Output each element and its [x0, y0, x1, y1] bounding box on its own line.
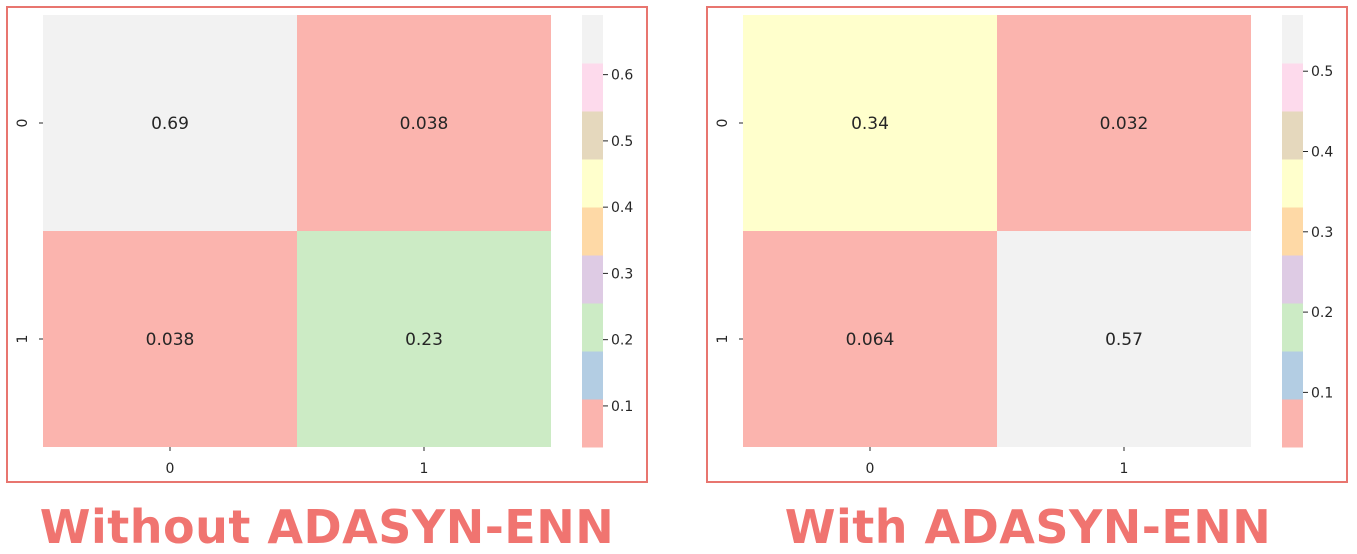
colorbar-segment-3: [1282, 255, 1303, 304]
colorbar-segment-4: [582, 207, 603, 256]
y-tick-label-0: 0: [15, 119, 31, 128]
colorbar-tick-label-1: 0.2: [1311, 305, 1333, 321]
cell-annotation-0-1: 0.032: [1100, 114, 1149, 134]
colorbar-tick-label-2: 0.3: [1311, 225, 1333, 241]
y-tick-label-1: 1: [715, 335, 731, 344]
colorbar-segment-4: [1282, 207, 1303, 256]
colorbar-segment-7: [1282, 63, 1303, 112]
colorbar-segment-0: [1282, 399, 1303, 448]
colorbar-segment-2: [582, 303, 603, 352]
heatmap-cell-1-1: [997, 231, 1251, 447]
x-tick-label-0: 0: [166, 461, 175, 477]
cell-annotation-0-1: 0.038: [400, 114, 449, 134]
heatmap-chart-with: 0.34 0.032 0.064 0.57 0 1 0 1 0.1 0.2 0.3 0.4 0.5: [715, 15, 1333, 477]
colorbar-tick-label-1: 0.2: [611, 333, 633, 349]
heatmap-cell-1-1: [297, 231, 551, 447]
colorbar-segment-6: [582, 111, 603, 160]
heatmap-cell-0-1: [297, 15, 551, 231]
colorbar-tick-label-2: 0.3: [611, 266, 633, 282]
heatmap-cell-1-0: [43, 231, 297, 447]
colorbar-segment-3: [582, 255, 603, 304]
x-tick-label-1: 1: [420, 461, 429, 477]
colorbar-tick-label-4: 0.5: [1311, 64, 1333, 80]
colorbar-segment-8: [582, 15, 603, 64]
heatmap-panel-without: 0.69 0.038 0.038 0.23 0 1 0 1 0.1 0.2 0.3 0.4 0.5 0.6: [6, 6, 648, 483]
heatmap-chart-without: 0.69 0.038 0.038 0.23 0 1 0 1 0.1 0.2 0.3 0.4 0.5 0.6: [15, 15, 633, 477]
heatmap-cell-0-1: [997, 15, 1251, 231]
heatmap-cell-1-0: [743, 231, 997, 447]
cell-annotation-0-0: 0.34: [851, 114, 889, 134]
colorbar-tick-label-5: 0.6: [611, 68, 633, 84]
y-tick-label-0: 0: [715, 119, 731, 128]
cell-annotation-1-1: 0.57: [1105, 330, 1143, 350]
x-tick-label-0: 0: [866, 461, 875, 477]
cell-annotation-1-1: 0.23: [405, 330, 443, 350]
colorbar-segment-2: [1282, 303, 1303, 352]
caption-with: With ADASYN-ENN: [784, 500, 1272, 554]
colorbar-segment-5: [1282, 159, 1303, 208]
x-tick-label-1: 1: [1120, 461, 1129, 477]
colorbar-segment-8: [1282, 15, 1303, 64]
colorbar-segment-0: [582, 399, 603, 448]
colorbar-tick-label-3: 0.4: [611, 200, 633, 216]
heatmap-cell-0-0: [43, 15, 297, 231]
y-tick-label-1: 1: [15, 335, 31, 344]
colorbar-tick-label-3: 0.4: [1311, 145, 1333, 161]
colorbar-tick-label-4: 0.5: [611, 134, 633, 150]
colorbar-segment-1: [582, 351, 603, 400]
colorbar-segment-6: [1282, 111, 1303, 160]
cell-annotation-1-0: 0.064: [846, 330, 895, 350]
colorbar-tick-label-0: 0.1: [611, 399, 633, 415]
colorbar-tick-label-0: 0.1: [1311, 385, 1333, 401]
heatmap-cell-0-0: [743, 15, 997, 231]
colorbar-segment-5: [582, 159, 603, 208]
colorbar-segment-7: [582, 63, 603, 112]
caption-without: Without ADASYN-ENN: [39, 500, 615, 554]
heatmap-panel-with: 0.34 0.032 0.064 0.57 0 1 0 1 0.1 0.2 0.3 0.4 0.5: [706, 6, 1348, 483]
colorbar-segment-1: [1282, 351, 1303, 400]
cell-annotation-1-0: 0.038: [146, 330, 195, 350]
cell-annotation-0-0: 0.69: [151, 114, 189, 134]
